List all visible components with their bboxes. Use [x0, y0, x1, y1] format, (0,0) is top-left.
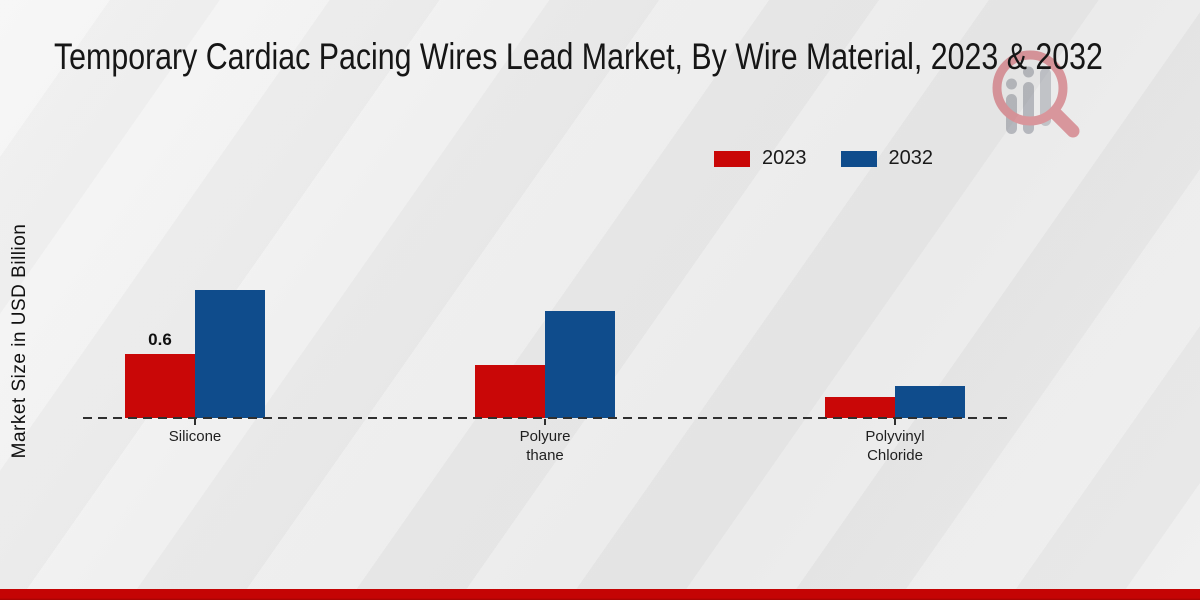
legend-swatch-2032	[840, 150, 877, 167]
bar-2032-polyvinyl-chloride	[895, 386, 965, 418]
bar-2023-polyurethane	[475, 365, 545, 418]
bar-value-label: 0.6	[148, 330, 172, 349]
bar-2023-silicone	[125, 354, 195, 418]
legend-label: 2023	[762, 147, 807, 169]
x-axis-tick	[194, 419, 196, 425]
x-axis-category-label-silicone: Silicone	[168, 428, 222, 445]
legend-label: 2032	[888, 147, 934, 169]
chart-title: Temporary Cardiac Pacing Wires Lead Mark…	[54, 36, 1103, 77]
legend-swatch-2023	[714, 150, 750, 167]
legend-item-2032: 2032	[840, 147, 934, 170]
x-axis-tick	[894, 419, 896, 425]
bar-2023-polyvinyl-chloride	[825, 397, 895, 418]
x-axis-category-label-polyvinyl-chloride: Polyvinyl Chloride	[865, 428, 925, 464]
magnifier-bar-chart-logo-icon	[992, 50, 1080, 138]
footer-accent-strip	[0, 589, 1200, 600]
bar-2032-polyurethane	[545, 311, 615, 418]
zero-baseline	[83, 417, 1008, 419]
legend: 2023 2032	[714, 147, 933, 170]
legend-item-2023: 2023	[714, 147, 807, 170]
x-axis-tick	[544, 419, 546, 425]
bar-2032-silicone	[195, 290, 265, 418]
x-axis-category-label-polyurethane: Polyure thane	[519, 428, 571, 464]
y-axis-label: Market Size in USD Billion	[9, 223, 30, 459]
